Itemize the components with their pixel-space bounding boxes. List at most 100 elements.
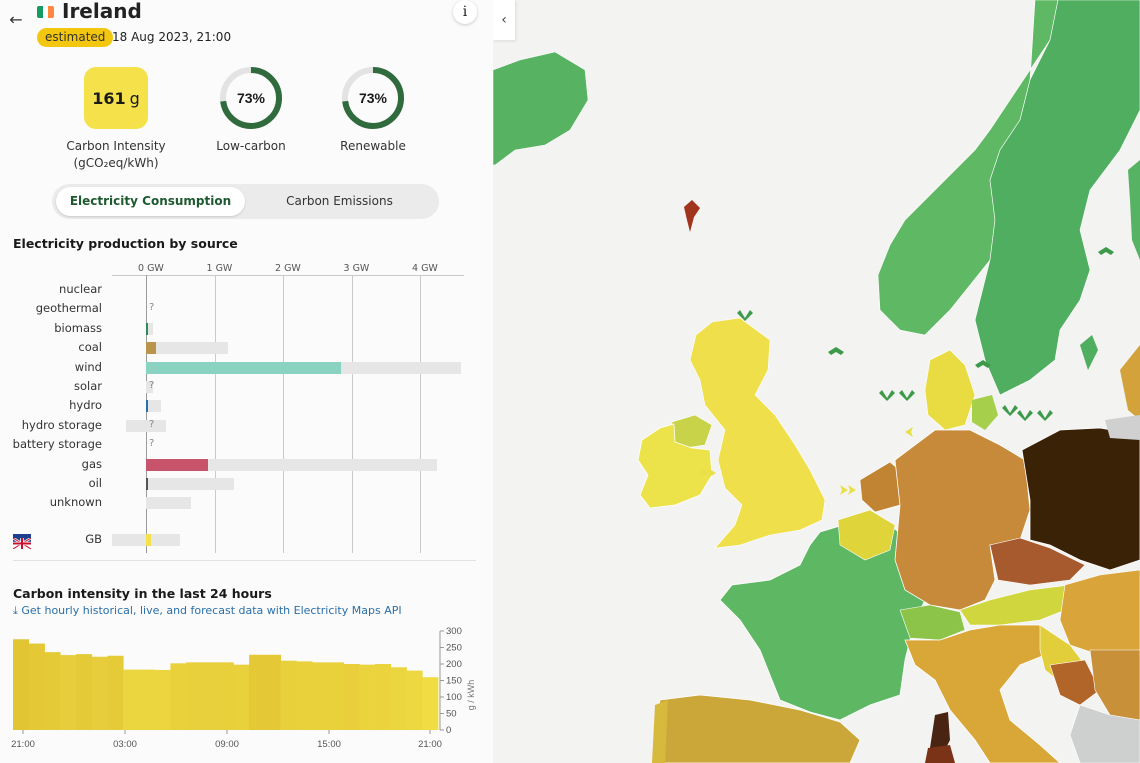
axis-tick-label: 4 GW (412, 263, 438, 274)
history-bar[interactable] (406, 670, 423, 730)
history-bar[interactable] (107, 655, 124, 730)
map-zone-denmark[interactable] (924, 349, 976, 431)
api-link-text[interactable]: Get hourly historical, live, and forecas… (21, 604, 402, 617)
carbon-intensity-label-line2: (gCO₂eq/kWh) (73, 156, 159, 170)
map-zone-finland[interactable] (1128, 160, 1140, 260)
production-row-label: unknown (49, 495, 102, 510)
capacity-bar (146, 497, 191, 510)
info-button[interactable]: i (453, 0, 477, 24)
capacity-bar (146, 342, 229, 355)
grid-line (283, 275, 284, 553)
low-carbon-gauge: 73% (220, 67, 282, 129)
production-bar[interactable] (146, 400, 148, 413)
low-carbon-label: Low-carbon (216, 139, 286, 153)
map-zone-belgium[interactable] (837, 509, 896, 561)
x-tick-label: 09:00 (215, 739, 239, 750)
production-row-label: hydro storage (21, 417, 102, 432)
history-bar[interactable] (186, 662, 203, 730)
history-bar[interactable] (44, 652, 61, 730)
collapse-panel-button[interactable]: ‹ (493, 0, 515, 40)
history-title: Carbon intensity in the last 24 hours (13, 586, 272, 601)
map-zone-czechia[interactable] (989, 537, 1086, 586)
map-zone-iceland[interactable] (493, 51, 589, 166)
history-bar[interactable] (201, 662, 219, 730)
download-icon: ⤓ (13, 604, 18, 617)
history-bar[interactable] (343, 664, 360, 730)
renewable-value: 73% (359, 90, 388, 106)
capacity-bar (146, 458, 438, 471)
map-zone-denmark-east[interactable] (972, 395, 998, 430)
history-bar[interactable] (123, 669, 140, 730)
renewable-gauge: 73% (342, 67, 404, 129)
datetime-label: 18 Aug 2023, 21:00 (112, 30, 232, 44)
history-bar[interactable] (312, 662, 329, 730)
history-bar[interactable] (390, 667, 407, 730)
map-zone-italy[interactable] (904, 624, 1061, 763)
map-zone-switzerland[interactable] (899, 604, 966, 641)
unknown-marker: ? (149, 302, 155, 314)
ireland-flag-icon (37, 6, 54, 18)
map-zone-bosnia[interactable] (1049, 659, 1101, 706)
history-bar[interactable] (327, 662, 344, 730)
carbon-intensity-unit: g (129, 88, 140, 108)
history-bar[interactable] (233, 664, 250, 730)
production-title: Electricity production by source (13, 236, 238, 251)
history-bar[interactable] (375, 664, 392, 730)
exchange-bar[interactable] (146, 534, 151, 546)
exchange-label: GB (85, 532, 102, 546)
map-zone-great-britain[interactable] (689, 317, 826, 549)
zone-details-panel: ← Ireland i estimated 18 Aug 2023, 21:00… (0, 0, 493, 763)
back-button[interactable]: ← (6, 10, 26, 30)
map-zone-serbia[interactable] (1089, 649, 1140, 721)
grid-line (214, 275, 216, 553)
map-zone-ireland[interactable] (637, 423, 713, 509)
production-bar[interactable] (146, 342, 157, 355)
history-bar[interactable] (359, 664, 376, 730)
history-bar[interactable] (75, 654, 93, 730)
history-bar[interactable] (138, 669, 156, 730)
x-tick-label: 21:00 (418, 739, 442, 750)
y-tick-label: 0 (446, 725, 451, 736)
map-zone-portugal[interactable] (652, 700, 668, 763)
production-bar[interactable] (146, 322, 149, 335)
history-bar[interactable] (249, 654, 266, 730)
x-tick-label: 03:00 (113, 739, 137, 750)
exchange-capacity (146, 534, 181, 546)
history-bar[interactable] (170, 663, 187, 730)
history-bar[interactable] (154, 669, 171, 730)
history-bar[interactable] (217, 662, 234, 730)
history-bar[interactable] (296, 661, 313, 730)
mode-toggle: Electricity Consumption Carbon Emissions (52, 184, 439, 219)
production-row-label: gas (81, 456, 102, 471)
zone-title: Ireland (62, 0, 142, 23)
y-tick-label: 150 (446, 676, 462, 687)
carbon-intensity-box: 161 g (84, 67, 148, 129)
history-bar[interactable] (422, 677, 439, 730)
tab-carbon-emissions[interactable]: Carbon Emissions (286, 194, 393, 208)
axis-tick-label: 3 GW (343, 263, 370, 274)
map-zone-faroe[interactable] (684, 200, 700, 232)
history-bar[interactable] (264, 654, 281, 730)
tab-electricity-consumption[interactable]: Electricity Consumption (56, 187, 245, 216)
production-bar[interactable] (146, 361, 342, 374)
history-bar[interactable] (91, 656, 108, 730)
map-zone-hungary[interactable] (1059, 569, 1140, 656)
zero-line (146, 275, 147, 553)
history-bar[interactable] (60, 655, 77, 730)
history-bar[interactable] (28, 643, 45, 730)
production-row-label: oil (88, 476, 102, 490)
y-tick-label: 250 (446, 643, 462, 654)
axis-tick-label: 1 GW (206, 263, 233, 274)
map-area[interactable]: ‹ (493, 0, 1140, 763)
map-zone-germany[interactable] (894, 429, 1031, 611)
map-zone-sweden[interactable] (974, 0, 1140, 396)
map-zone-poland[interactable] (1021, 427, 1140, 571)
history-bar[interactable] (13, 639, 30, 730)
api-link[interactable]: ⤓ Get hourly historical, live, and forec… (13, 604, 402, 618)
history-bar[interactable] (280, 660, 297, 730)
production-bar[interactable] (146, 458, 208, 471)
production-bar[interactable] (146, 478, 148, 490)
unknown-marker: ? (149, 438, 155, 450)
europe-map[interactable] (493, 0, 1140, 763)
carbon-intensity-history-chart[interactable]: 0 50 100 150 200 250 300 g / kWh 21:00 03:00 09:00… (0, 625, 480, 755)
